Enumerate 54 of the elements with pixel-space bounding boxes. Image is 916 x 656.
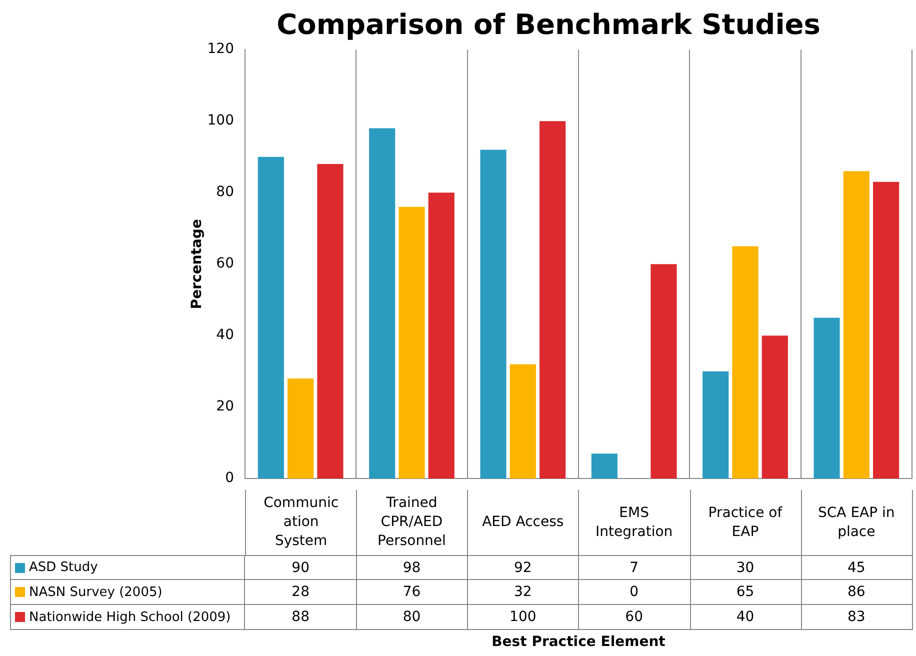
data-label: 86	[800, 580, 913, 605]
y-tick-label: 0	[225, 470, 234, 486]
legend-label: NASN Survey (2005)	[29, 584, 162, 600]
bar	[317, 164, 344, 479]
data-label: 80	[356, 605, 468, 630]
bar	[702, 371, 729, 479]
bar	[650, 264, 677, 479]
chart-title: Comparison of Benchmark Studies	[276, 8, 820, 42]
x-tick-label: EMS Integration	[578, 490, 691, 555]
y-tick-label: 40	[216, 327, 234, 344]
bar	[369, 128, 396, 479]
x-tick-label: Communication System	[245, 490, 358, 555]
bar	[814, 318, 840, 479]
y-tick-label: 80	[216, 184, 234, 200]
bar	[258, 156, 284, 479]
bar	[843, 171, 870, 479]
bar	[873, 182, 900, 479]
data-label: 0	[578, 580, 691, 605]
x-tick-label: Trained CPR/AED Personnel	[356, 490, 468, 555]
y-axis-title: Percentage	[189, 219, 206, 310]
bar	[398, 206, 425, 479]
data-label: 45	[800, 555, 913, 580]
bar	[288, 378, 314, 479]
y-tick-label: 20	[216, 398, 234, 415]
bar	[732, 246, 758, 479]
x-tick-label: SCA EAP in place	[800, 490, 913, 555]
data-label: 65	[690, 580, 802, 605]
data-label: 76	[356, 580, 468, 605]
x-tick-label: Practice of EAP	[690, 490, 802, 555]
data-label: 98	[356, 555, 468, 580]
y-tick-label: 100	[207, 112, 234, 129]
y-tick-label: 60	[216, 256, 234, 272]
data-label: 40	[690, 605, 802, 630]
bar	[762, 336, 788, 479]
legend-label: ASD Study	[29, 560, 98, 575]
data-label: 100	[467, 605, 580, 630]
data-label: 88	[245, 605, 358, 630]
text: Best Practice Element	[490, 634, 666, 650]
bar	[510, 364, 536, 479]
data-label: 90	[245, 555, 358, 580]
data-label: 30	[690, 555, 802, 580]
data-label: 28	[245, 580, 358, 605]
legend-label: Nationwide High School (2009)	[29, 610, 231, 624]
bar	[428, 192, 454, 479]
bar	[540, 121, 566, 479]
data-label: 7	[578, 555, 691, 580]
data-label: 32	[467, 580, 580, 605]
data-label: 83	[800, 605, 913, 630]
bar	[480, 150, 506, 479]
data-label: 92	[467, 555, 580, 580]
x-tick-label: AED Access	[467, 490, 580, 555]
y-tick-label: 120	[207, 41, 234, 58]
data-label: 60	[578, 605, 691, 630]
bar	[591, 454, 618, 479]
